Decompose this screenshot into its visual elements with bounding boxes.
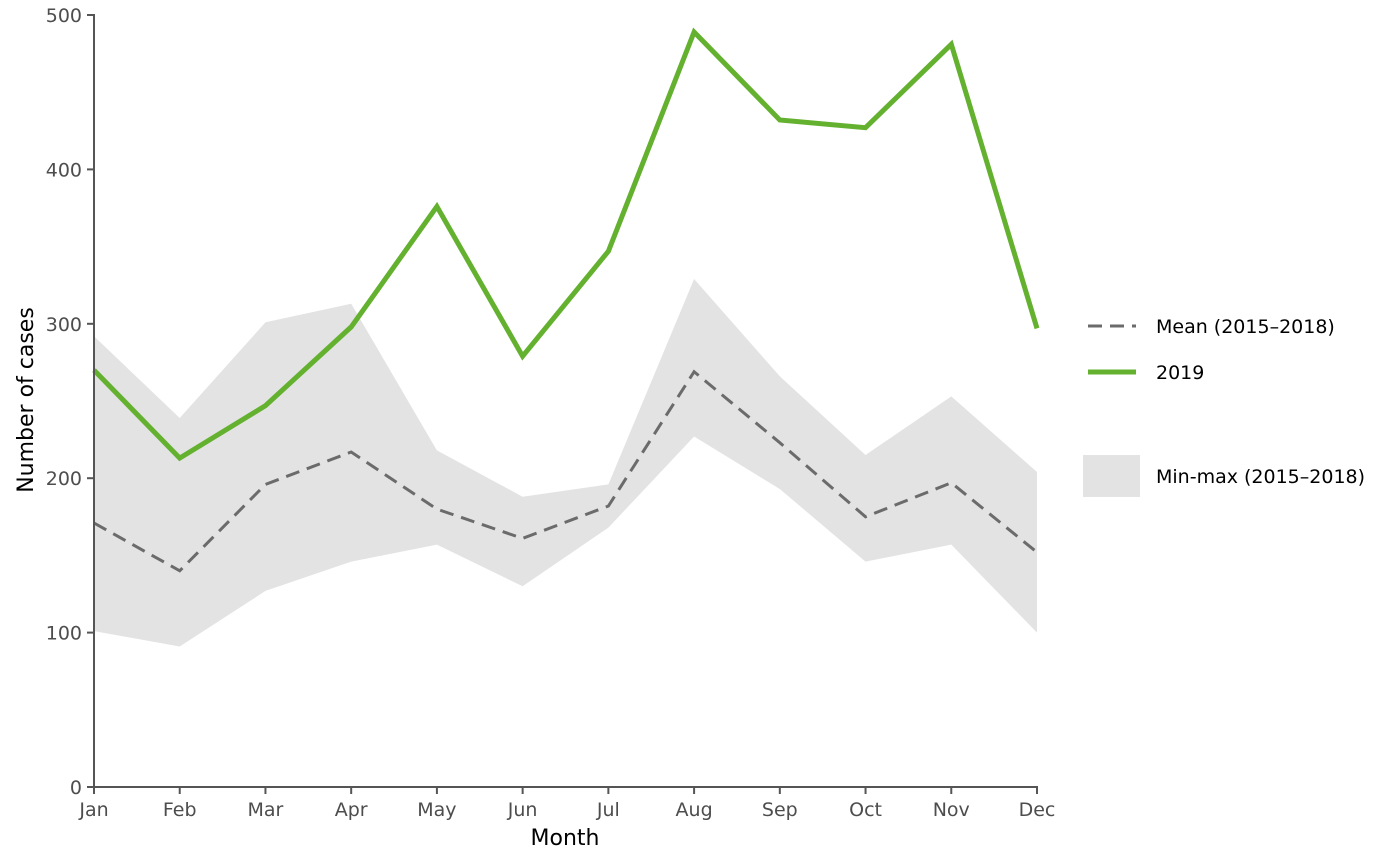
y-tick-label: 200 xyxy=(46,468,82,490)
series-lines-layer xyxy=(92,27,1040,573)
x-axis-title: Month xyxy=(531,826,600,851)
legend-label-mean: Mean (2015–2018) xyxy=(1156,316,1335,338)
x-tick-label: Feb xyxy=(163,799,197,821)
x-tick-label: Nov xyxy=(933,799,970,821)
legend-item-minmax: Min-max (2015–2018) xyxy=(1083,455,1365,497)
y-tick-label: 500 xyxy=(46,5,82,27)
legend-swatch-minmax xyxy=(1083,455,1140,497)
ticks-layer: 0 100 200 300 400 500 Jan Feb Mar Apr May Jun Jul Aug… xyxy=(46,5,1056,821)
legend: Mean (2015–2018) 2019 Min-max (2015–2018… xyxy=(1083,316,1365,497)
y-tick-label: 0 xyxy=(70,777,82,799)
series-line-2019 xyxy=(92,27,1040,462)
axes-layer xyxy=(93,14,1038,788)
y-axis-title: Number of cases xyxy=(14,307,39,493)
x-tick-label: May xyxy=(417,799,456,821)
x-tick-label: Jun xyxy=(507,799,538,821)
legend-label-2019: 2019 xyxy=(1156,362,1204,384)
legend-label-minmax: Min-max (2015–2018) xyxy=(1156,466,1365,488)
x-tick-label: Oct xyxy=(849,799,882,821)
x-tick-label: Dec xyxy=(1019,799,1056,821)
x-tick-label: Sep xyxy=(762,799,798,821)
legend-item-2019: 2019 xyxy=(1088,362,1204,384)
x-tick-label: Aug xyxy=(676,799,713,821)
x-tick-label: Apr xyxy=(335,799,368,821)
y-tick-label: 300 xyxy=(46,314,82,336)
x-tick-label: Mar xyxy=(248,799,284,821)
legend-item-mean: Mean (2015–2018) xyxy=(1088,316,1335,338)
minmax-band xyxy=(94,279,1037,647)
series-line-mean xyxy=(93,369,1038,573)
x-tick-label: Jul xyxy=(596,799,620,821)
y-tick-label: 400 xyxy=(46,159,82,181)
y-tick-label: 100 xyxy=(46,623,82,645)
x-tick-label: Jan xyxy=(78,799,108,821)
minmax-band-layer xyxy=(94,279,1037,647)
